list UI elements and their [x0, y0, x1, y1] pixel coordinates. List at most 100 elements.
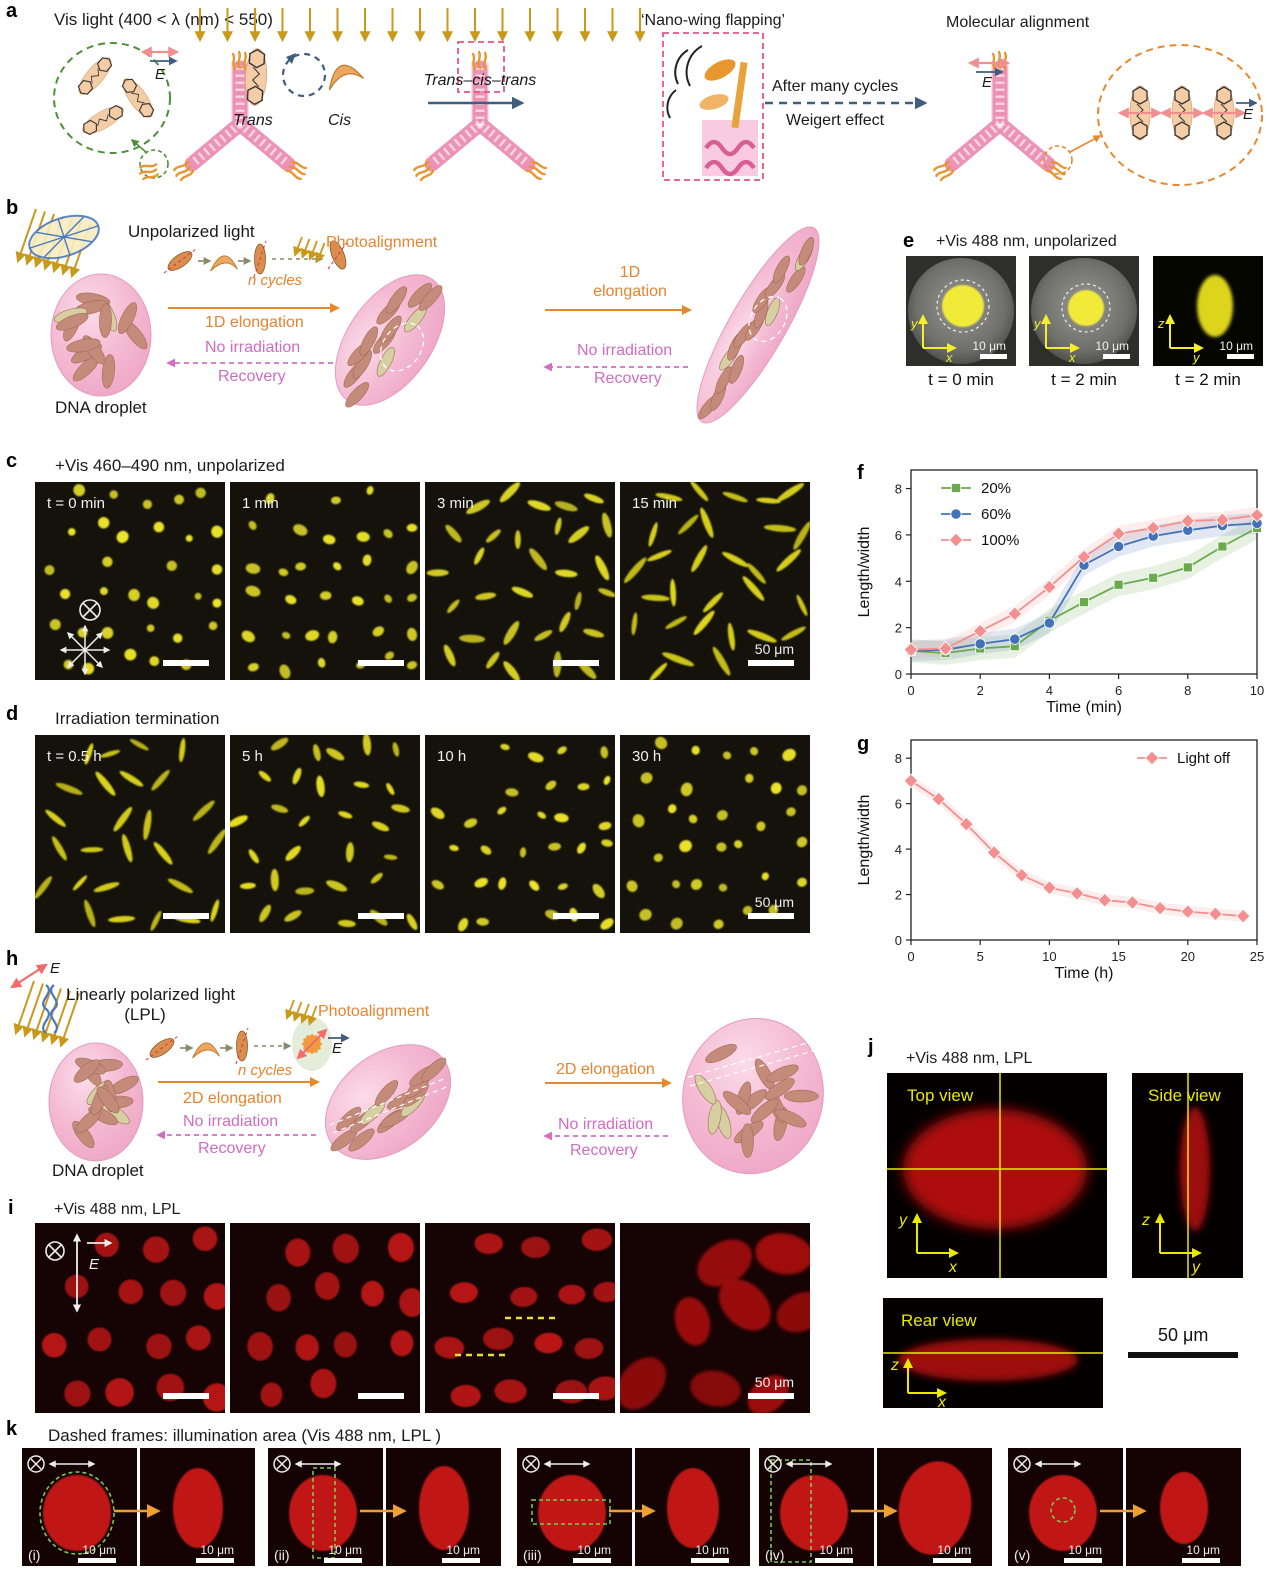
panel-k-group-2-before: (ii) 10 μm — [268, 1448, 383, 1566]
e-field-label-2: E — [982, 74, 993, 91]
svg-text:20: 20 — [1181, 949, 1195, 964]
unpolarized-directions-icon — [59, 624, 111, 676]
group-label: (iii) — [523, 1547, 542, 1563]
light-into-page-icon — [522, 1455, 540, 1473]
e-field-label-h2: E — [332, 1040, 343, 1057]
svg-text:50 μm: 50 μm — [755, 1374, 794, 1390]
no-irradiation-2-label: No irradiation — [577, 342, 673, 359]
svg-text:Light off: Light off — [1177, 750, 1231, 767]
scale-bar — [815, 1558, 853, 1563]
svg-text:10 μm: 10 μm — [937, 1543, 971, 1557]
panel-i-frame-4: 50 μm — [620, 1223, 810, 1413]
svg-text:Side view: Side view — [1148, 1086, 1221, 1105]
scale-bar — [748, 660, 794, 666]
panel-d-frame-4: 30 h 50 μm — [620, 735, 810, 933]
aligned-zoom-circle — [1097, 44, 1263, 186]
dna-droplet-label: DNA droplet — [55, 398, 147, 417]
group-label: (v) — [1014, 1547, 1030, 1563]
svg-text:10 μm: 10 μm — [446, 1543, 480, 1557]
scale-bar — [358, 913, 404, 919]
no-irradiation-1-label: No irradiation — [205, 339, 301, 356]
svg-text:y: y — [898, 1212, 908, 1229]
panel-k-group-5-before: (v) 10 μm — [1008, 1448, 1123, 1566]
panel-d-frame-2: 5 h — [230, 735, 420, 933]
nanowing-box — [662, 32, 764, 181]
weigert-label: Weigert effect — [786, 112, 885, 129]
panel-e-frame-3: z y 10 μm — [1153, 256, 1263, 366]
scale-bar-j — [1128, 1352, 1238, 1358]
svg-text:y: y — [1192, 350, 1201, 365]
isomerization-cycle-icon — [281, 52, 327, 98]
e-field-label-3: E — [1243, 106, 1254, 123]
elongation-2-label-h: 2D elongation — [556, 1061, 655, 1078]
svg-text:x: x — [948, 1259, 958, 1276]
yellow-droplet — [1068, 290, 1104, 326]
panel-e-frame-2: y x 10 μm — [1029, 256, 1139, 366]
zy-axes-icon: z y — [1157, 314, 1204, 365]
svg-text:3 min: 3 min — [437, 495, 474, 512]
dna-droplet-sphere — [50, 273, 152, 397]
nano-wing-1 — [704, 59, 736, 81]
xy-axes-icon: y x — [1033, 314, 1080, 365]
svg-text:Rear view: Rear view — [901, 1311, 977, 1330]
svg-text:10: 10 — [1250, 683, 1264, 698]
red-droplet-rear — [898, 1339, 1078, 1381]
svg-text:100%: 100% — [981, 532, 1019, 549]
lpl-label-2: (LPL) — [124, 1005, 166, 1024]
axis-v-label: y — [910, 316, 919, 331]
svg-text:10 μm: 10 μm — [695, 1543, 729, 1557]
recovery-2-label-h: Recovery — [570, 1142, 638, 1159]
svg-text:4: 4 — [895, 842, 902, 857]
unpolarized-light-label: Unpolarized light — [128, 222, 255, 241]
elongation-2a-label: 1D — [619, 264, 641, 281]
panel-d-frame-1: t = 0.5 h — [35, 735, 225, 933]
scale-bar — [163, 1393, 209, 1399]
panel-i-title: +Vis 488 nm, LPL — [54, 1201, 181, 1218]
svg-text:8: 8 — [895, 751, 902, 766]
panel-i-frame-2 — [230, 1223, 420, 1413]
frame-time-label: t = 0 min — [47, 495, 105, 512]
scale-bar — [748, 1393, 794, 1399]
panel-c-frame-3: 3 min — [425, 482, 615, 680]
light-into-page-icon — [27, 1455, 45, 1473]
scale-text: 10 μm — [328, 1543, 362, 1557]
photoalignment-label: Photoalignment — [326, 234, 438, 251]
svg-text:10 μm: 10 μm — [1219, 339, 1253, 353]
isomer-cycle-sequence — [163, 240, 349, 278]
panel-j-side-view: Side view z y — [1132, 1073, 1243, 1278]
panel-d-title: Irradiation termination — [55, 709, 220, 728]
panel-a-label: a — [6, 0, 18, 22]
axis-h-label: x — [945, 350, 953, 365]
light-into-page-icon — [79, 599, 101, 621]
after-cycles-label: After many cycles — [772, 78, 899, 95]
panel-i-frame-3 — [425, 1223, 615, 1413]
nanowing-highlight-frame — [457, 41, 505, 93]
recovery-1-label: Recovery — [218, 368, 286, 385]
observation-circle — [379, 322, 425, 372]
xy-axes-icon: y x — [898, 1212, 959, 1276]
e-field-label-h: E — [50, 960, 61, 977]
svg-text:t = 0.5 h: t = 0.5 h — [47, 748, 102, 765]
panel-j-title: +Vis 488 nm, LPL — [906, 1050, 1033, 1067]
svg-text:20%: 20% — [981, 480, 1011, 497]
svg-text:Length/width: Length/width — [856, 527, 873, 618]
svg-text:60%: 60% — [981, 506, 1011, 523]
svg-text:Length/width: Length/width — [856, 795, 873, 886]
svg-text:6: 6 — [895, 528, 902, 543]
recovery-2-label: Recovery — [594, 370, 662, 387]
blue-helix-icon — [42, 984, 58, 1034]
panel-d-label: d — [6, 703, 19, 725]
chart-g: 0 5 10 15 20 25 0 2 4 6 8 Time (h) Length/width Light… — [856, 739, 1264, 982]
frame-caption: t = 2 min — [1175, 370, 1241, 389]
panel-k-group-3-after: 10 μm — [635, 1448, 750, 1566]
svg-text:8: 8 — [1184, 683, 1191, 698]
svg-text:y: y — [1191, 1259, 1201, 1276]
zy-axes-icon: z y — [1141, 1212, 1202, 1276]
svg-text:10: 10 — [1042, 949, 1056, 964]
svg-text:15: 15 — [1111, 949, 1125, 964]
svg-text:6: 6 — [1115, 683, 1122, 698]
xy-axes-icon: y x — [910, 314, 957, 365]
panel-c-frame-2: 1 min — [230, 482, 420, 680]
light-into-page-icon — [273, 1455, 291, 1473]
group-label: (i) — [28, 1547, 40, 1563]
